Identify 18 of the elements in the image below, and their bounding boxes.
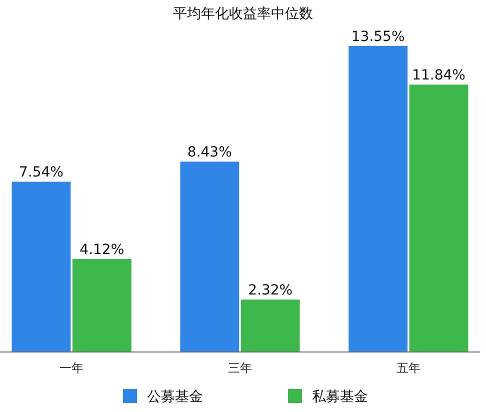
data-label: 8.43% bbox=[187, 144, 232, 161]
bar bbox=[240, 300, 300, 352]
bar bbox=[348, 46, 408, 352]
bar bbox=[409, 84, 468, 352]
bar bbox=[180, 162, 240, 352]
bar bbox=[12, 182, 71, 352]
data-label: 13.55% bbox=[351, 29, 405, 45]
x-tick-label: 三年 bbox=[228, 361, 252, 375]
legend-label: 私募基金 bbox=[312, 389, 368, 405]
data-label: 11.84% bbox=[412, 68, 466, 84]
data-label: 7.54% bbox=[18, 164, 64, 181]
x-tick-label: 五年 bbox=[396, 361, 420, 375]
data-label: 4.12% bbox=[80, 242, 124, 258]
bar bbox=[72, 258, 132, 352]
chart-title: 平均年化收益率中位数 bbox=[173, 6, 313, 22]
x-tick-label: 一年 bbox=[60, 361, 84, 375]
data-label: 2.32% bbox=[248, 282, 293, 299]
legend-label: 公募基金 bbox=[147, 389, 203, 405]
